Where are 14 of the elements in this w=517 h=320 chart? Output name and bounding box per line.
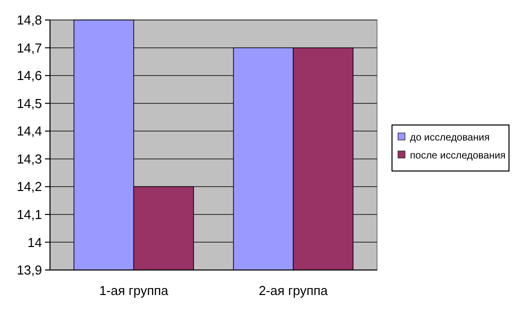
x-tick-label: 2-ая группа	[258, 283, 329, 298]
y-tick-label: 14,3	[16, 151, 42, 166]
y-tick-label: 14,8	[16, 12, 42, 28]
x-tick-label: 1-ая группа	[99, 283, 170, 298]
y-tick-label: 14,5	[16, 96, 42, 111]
y-tick-label: 14	[28, 234, 42, 250]
y-tick-label: 14,4	[16, 124, 42, 139]
y-tick-label: 14,6	[16, 68, 42, 84]
y-tick-label: 13,9	[16, 262, 42, 278]
legend-label: до исследования	[410, 132, 490, 144]
y-tick-label: 14,2	[16, 179, 42, 194]
y-tick-label: 14,1	[16, 206, 42, 222]
y-tick-label: 14,7	[16, 40, 42, 56]
legend-label: после исследования	[410, 150, 506, 162]
